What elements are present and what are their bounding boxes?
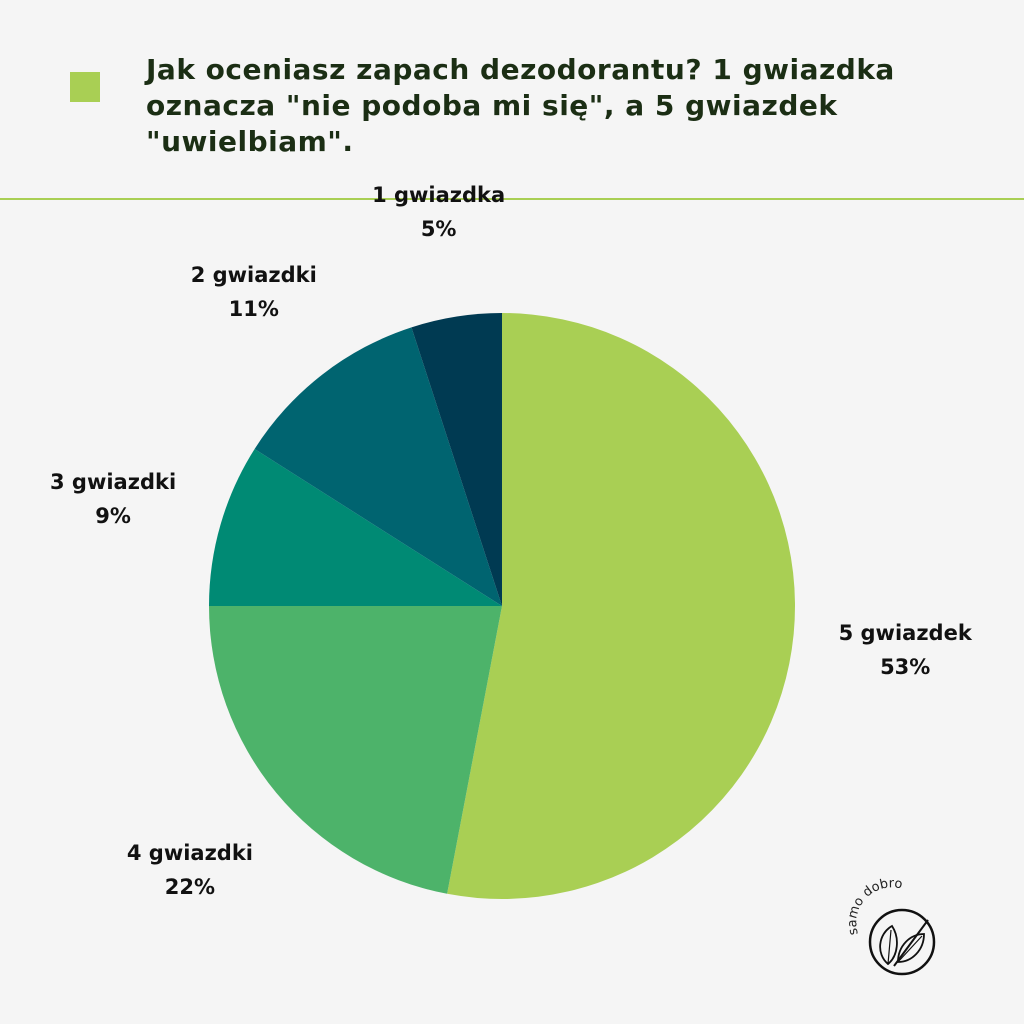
pie-labels: 5 gwiazdek 53% 4 gwiazdki 22% 3 gwiazdki 9% 2 … — [50, 183, 973, 899]
pie-slice-1 — [447, 313, 795, 899]
pie-slice-5 — [411, 313, 502, 606]
slice-label-value: 11% — [229, 297, 279, 321]
pie-slice-4 — [254, 327, 502, 606]
leaf-logo-icon — [868, 908, 936, 976]
brand-logo: samo dobro — [845, 876, 936, 976]
title-divider — [0, 198, 1024, 200]
legend-swatch — [70, 72, 100, 102]
slice-label-value: 22% — [165, 875, 215, 899]
slice-label-name: 1 gwiazdka — [372, 183, 505, 207]
slice-label-value: 5% — [421, 217, 457, 241]
pie-slice-2 — [208, 606, 502, 894]
slice-label-name: 4 gwiazdki — [127, 841, 253, 865]
slice-label-value: 9% — [95, 504, 131, 528]
pie-slices — [208, 313, 795, 899]
pie-slice-3 — [209, 449, 502, 606]
slice-label-name: 3 gwiazdki — [50, 470, 176, 494]
slice-label-name: 2 gwiazdki — [191, 263, 317, 287]
chart-title: Jak oceniasz zapach dezodorantu? 1 gwiaz… — [146, 53, 895, 158]
slice-label-value: 53% — [880, 655, 930, 679]
slice-label-name: 5 gwiazdek — [839, 621, 973, 645]
